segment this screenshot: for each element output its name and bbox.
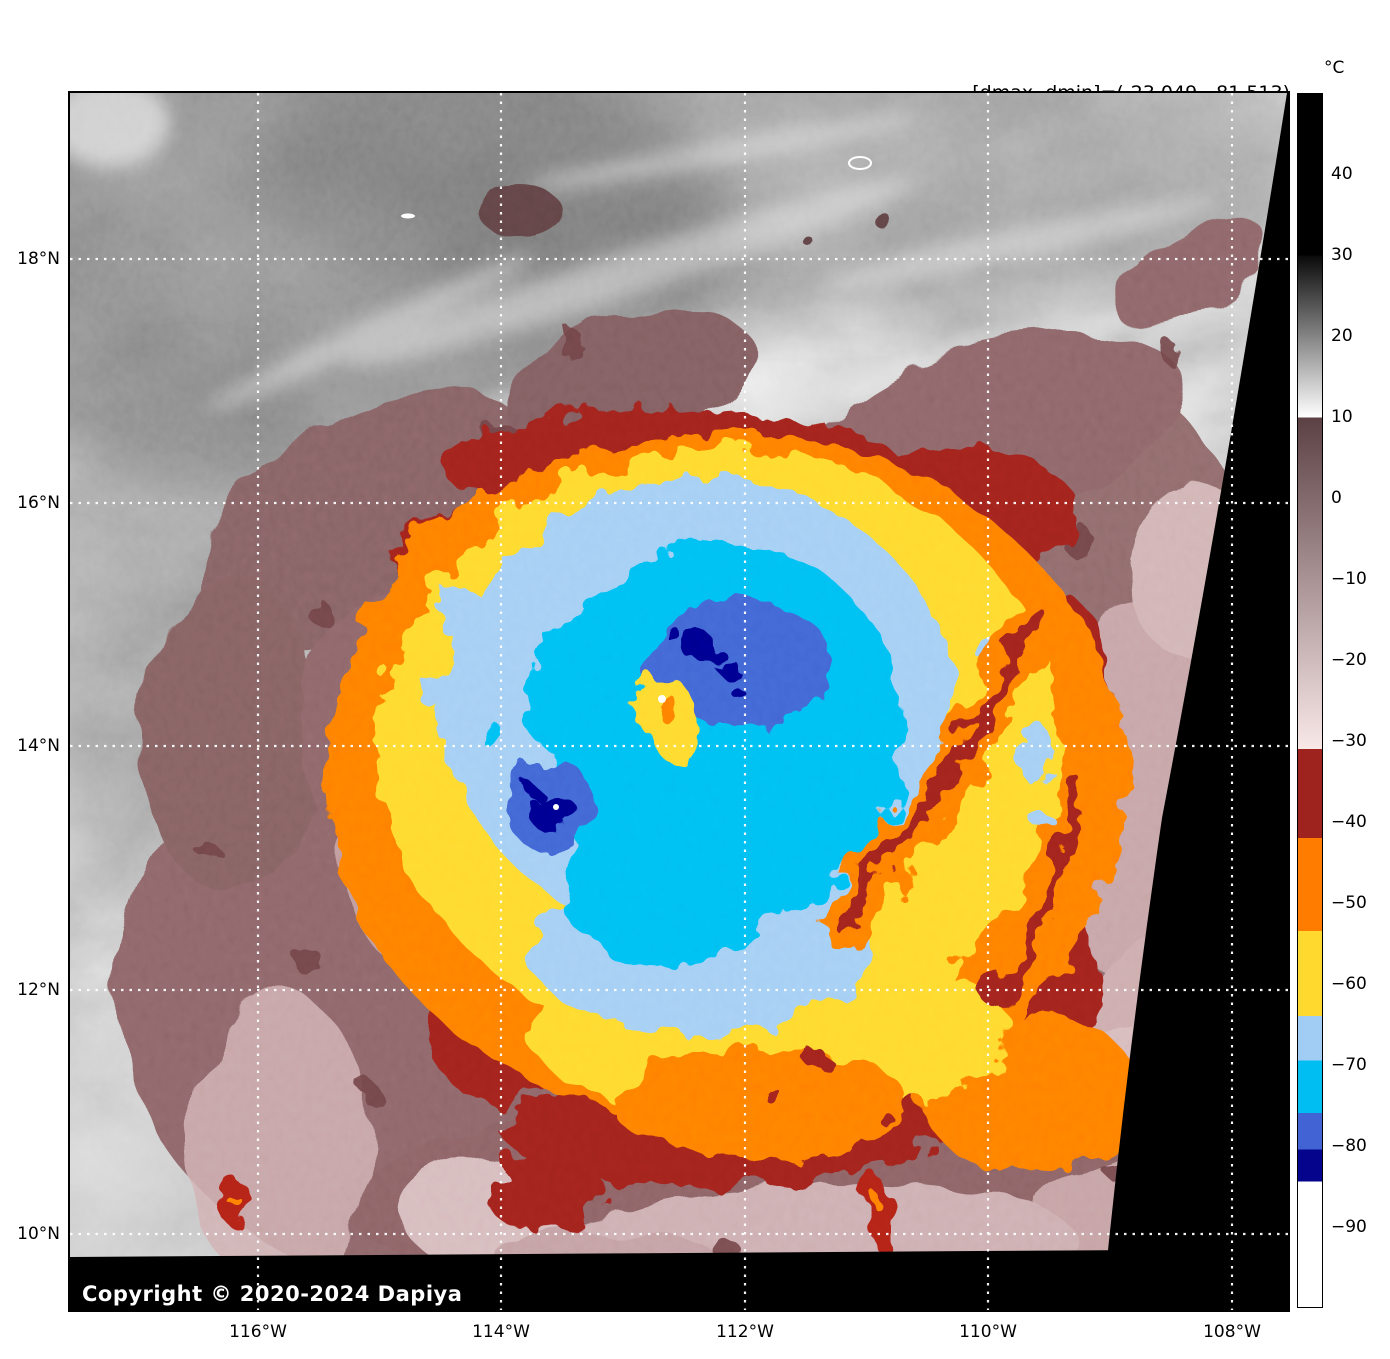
colorbar-tick-label: −80 xyxy=(1331,1136,1367,1156)
scan-edge-black-wedge xyxy=(1102,93,1288,1310)
satellite-image xyxy=(70,93,1288,1310)
colorbar-tick-label: 40 xyxy=(1331,164,1353,184)
grain-overlay xyxy=(70,93,1288,1310)
colorbar-tick-label: −30 xyxy=(1331,731,1367,751)
colorbar-tick-label: 10 xyxy=(1331,407,1353,427)
satellite-map-canvas xyxy=(68,91,1290,1312)
colorbar-tick-label: −90 xyxy=(1331,1217,1367,1237)
y-tick-label: 16°N xyxy=(17,493,60,513)
bottom-black-band xyxy=(70,1249,1288,1310)
colorbar-tick-labels: 40 30 20 10 0 −10 −20 −30 −40 −50 −60 −7… xyxy=(1331,93,1387,1308)
colorbar-tick-label: 30 xyxy=(1331,245,1353,265)
colorbar-tick-label: −10 xyxy=(1331,569,1367,589)
colorbar-tick-label: 20 xyxy=(1331,326,1353,346)
colorbar-tick-label: −60 xyxy=(1331,974,1367,994)
y-tick-label: 10°N xyxy=(17,1224,60,1244)
colorbar-tick-label: −20 xyxy=(1331,650,1367,670)
colorbar-unit-label: °C xyxy=(1324,58,1345,78)
colorbar-tick-label: 0 xyxy=(1331,488,1342,508)
colorbar-tick-label: −40 xyxy=(1331,812,1367,832)
temperature-colorbar xyxy=(1297,93,1323,1308)
y-tick-label: 18°N xyxy=(17,249,60,269)
x-tick-label: 112°W xyxy=(716,1322,774,1342)
y-tick-label: 14°N xyxy=(17,736,60,756)
colorbar-gradient xyxy=(1298,94,1322,1307)
x-tick-label: 116°W xyxy=(229,1322,287,1342)
x-tick-label: 110°W xyxy=(959,1322,1017,1342)
colorbar-tick-label: −50 xyxy=(1331,893,1367,913)
colorbar-tick-label: −70 xyxy=(1331,1055,1367,1075)
x-tick-label: 114°W xyxy=(472,1322,530,1342)
copyright-label: Copyright © 2020-2024 Dapiya xyxy=(82,1282,463,1306)
y-tick-label: 12°N xyxy=(17,980,60,1000)
x-tick-label: 108°W xyxy=(1203,1322,1261,1342)
